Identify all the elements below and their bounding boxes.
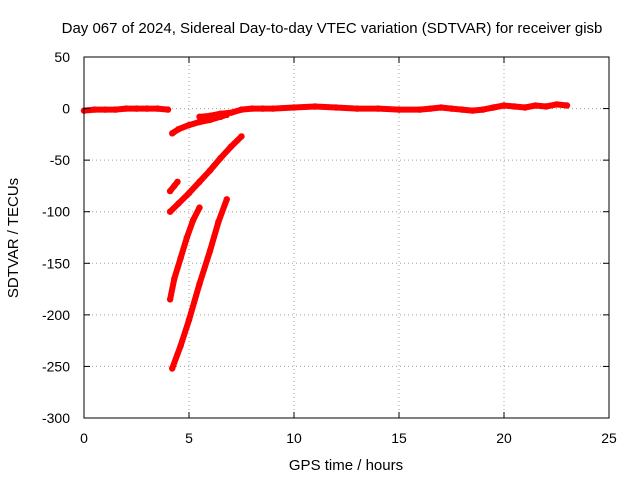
data-point (511, 103, 518, 110)
x-tick-label: 25 (601, 430, 617, 446)
y-axis-label: SDTVAR / TECUs (5, 178, 22, 298)
data-point (217, 113, 224, 121)
data-point (217, 154, 224, 162)
data-point (542, 103, 550, 110)
data-point (166, 208, 174, 215)
data-point (174, 178, 181, 185)
data-point (238, 133, 245, 140)
data-point (166, 187, 174, 195)
series-layer (80, 101, 571, 372)
data-point (122, 105, 130, 112)
data-point (154, 105, 161, 112)
data-point (206, 116, 214, 124)
data-point (196, 204, 203, 211)
data-point (196, 280, 203, 288)
data-point (563, 102, 571, 109)
data-point (166, 296, 174, 303)
data-point (448, 105, 455, 112)
data-point (175, 126, 182, 133)
data-point (196, 118, 203, 126)
data-point (259, 105, 266, 112)
x-tick-label: 0 (80, 430, 88, 446)
data-point (171, 275, 178, 282)
data-point (143, 105, 151, 112)
data-point (169, 130, 176, 137)
x-tick-label: 5 (185, 430, 193, 446)
y-tick-label: -250 (42, 358, 70, 374)
data-point (169, 365, 176, 372)
data-point (248, 105, 256, 112)
x-tick-label: 15 (391, 430, 407, 446)
y-tick-label: 50 (54, 49, 70, 65)
x-axis-label: GPS time / hours (289, 457, 403, 474)
data-point (290, 104, 298, 111)
data-point (479, 106, 487, 113)
data-point (101, 106, 109, 113)
data-point (458, 106, 466, 113)
data-point (353, 105, 361, 112)
data-point (374, 105, 382, 112)
data-point (332, 104, 340, 111)
data-point (185, 189, 193, 197)
data-point (269, 105, 277, 112)
data-point (185, 316, 193, 324)
data-point (521, 104, 529, 111)
data-point (437, 104, 445, 111)
data-point (91, 106, 98, 113)
y-tick-label: 0 (62, 101, 70, 117)
data-point (469, 107, 476, 114)
data-point (416, 106, 424, 113)
data-point (196, 113, 203, 121)
data-point (227, 143, 235, 150)
data-point (183, 234, 191, 241)
data-point (553, 101, 560, 108)
data-point (238, 106, 245, 113)
tick-layer: -300 -250 -200 -150 -100 -50 0 50 0 5 10 15 20 25 (42, 49, 617, 446)
data-point (177, 342, 184, 349)
data-point (206, 247, 214, 255)
x-tick-label: 20 (496, 430, 512, 446)
data-point (500, 102, 508, 109)
data-point (175, 200, 182, 207)
y-tick-label: -150 (42, 255, 70, 271)
y-tick-label: -50 (50, 152, 70, 168)
data-point (532, 102, 539, 109)
data-point (112, 106, 119, 113)
data-point (223, 196, 230, 203)
y-tick-label: -200 (42, 307, 70, 323)
data-point (177, 254, 184, 262)
data-point (190, 216, 197, 224)
x-tick-label: 10 (286, 430, 302, 446)
data-point (185, 121, 193, 129)
data-point (206, 167, 214, 174)
data-point (215, 218, 222, 226)
data-point (395, 106, 403, 113)
data-point (133, 105, 140, 112)
y-tick-label: -300 (42, 410, 70, 426)
data-point (311, 103, 319, 110)
plot-frame (83, 56, 610, 419)
data-point (223, 111, 230, 119)
data-point (164, 106, 172, 113)
data-point (490, 104, 497, 111)
data-point (196, 178, 203, 185)
chart-title: Day 067 of 2024, Sidereal Day-to-day VTE… (62, 20, 603, 37)
data-point (427, 105, 434, 112)
y-tick-label: -100 (42, 204, 70, 220)
